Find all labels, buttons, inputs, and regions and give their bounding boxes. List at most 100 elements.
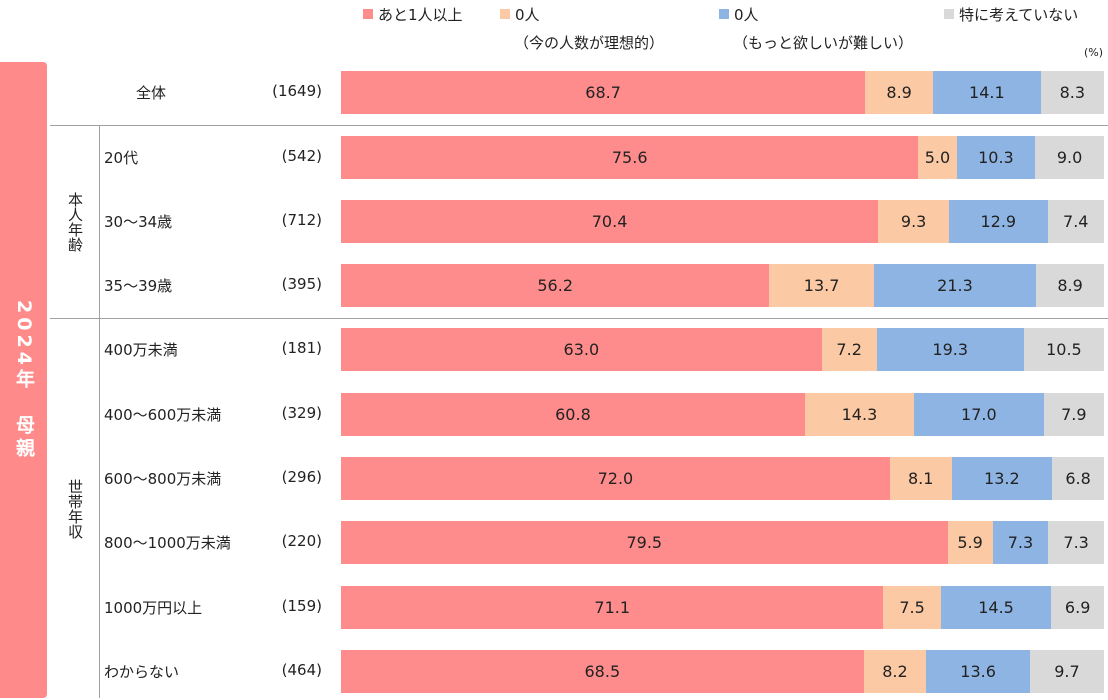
data-label: 17.0	[961, 405, 997, 424]
divider-line	[50, 125, 1108, 126]
stacked-bar: 63.0 7.2 19.3 10.5	[341, 328, 1104, 371]
legend-sub-zero-difficult: （もっと欲しいが難しい）	[733, 34, 914, 52]
bar-segment: 7.5	[883, 586, 941, 629]
legend-label: あと1人以上	[378, 6, 463, 24]
bar-segment: 56.2	[341, 264, 770, 307]
data-label: 68.7	[585, 83, 621, 102]
bar-segment: 8.2	[863, 650, 927, 693]
bar-segment: 17.0	[913, 393, 1044, 436]
data-label: 56.2	[537, 276, 573, 295]
row-sample-size: (329)	[281, 403, 322, 422]
legend-item-one-or-more: あと1人以上	[363, 4, 463, 25]
bar-segment: 68.7	[341, 71, 866, 114]
data-label: 13.7	[803, 276, 840, 295]
data-label: 72.0	[597, 469, 634, 488]
data-label: 19.3	[932, 340, 969, 359]
data-label: 7.5	[899, 598, 925, 617]
row-sample-size: (296)	[281, 467, 322, 486]
row-sample-size: (542)	[281, 146, 322, 165]
bar-segment: 14.3	[804, 393, 914, 436]
data-label: 7.9	[1061, 405, 1087, 424]
data-label: 7.2	[836, 340, 862, 359]
data-label: 8.2	[882, 662, 908, 681]
bar-segment: 7.9	[1043, 393, 1104, 436]
bar-segment: 70.4	[341, 200, 879, 243]
legend-swatch	[944, 9, 954, 19]
data-label: 8.9	[1057, 276, 1083, 295]
divider-line	[50, 318, 1108, 319]
data-label: 60.8	[555, 405, 591, 424]
bar-segment: 9.3	[878, 200, 950, 243]
data-label: 14.1	[969, 83, 1005, 102]
stacked-bar: 68.5 8.2 13.6 9.7	[341, 650, 1104, 693]
data-label: 7.4	[1063, 212, 1089, 231]
bar-segment: 13.6	[926, 650, 1030, 693]
legend-swatch	[719, 9, 729, 19]
bar-segment: 8.1	[889, 457, 952, 500]
bar-segment: 21.3	[873, 264, 1037, 307]
group-label-age: 本人年齢	[66, 192, 84, 252]
stacked-bar: 75.6 5.0 10.3 9.0	[341, 136, 1104, 179]
data-label: 7.3	[1063, 533, 1089, 552]
bar-segment: 71.1	[341, 586, 884, 629]
stacked-bar: 71.1 7.5 14.5 6.9	[341, 586, 1104, 629]
data-label: 5.0	[924, 148, 951, 167]
bar-segment: 13.2	[951, 457, 1053, 500]
row-label: 全体	[136, 83, 167, 102]
legend-sub-zero-ideal: （今の人数が理想的）	[514, 34, 665, 52]
bar-segment: 14.1	[933, 71, 1041, 114]
row-sample-size: (712)	[281, 210, 322, 229]
data-label: 8.1	[907, 469, 934, 488]
bar-segment: 7.2	[821, 328, 877, 371]
stacked-bar: 70.4 9.3 12.9 7.4	[341, 200, 1104, 243]
group-label-income: 世帯年収	[66, 479, 84, 539]
data-label: 6.9	[1064, 598, 1091, 617]
stacked-bar: 56.2 13.7 21.3 8.9	[341, 264, 1104, 307]
row-label: 1000万円以上	[104, 598, 203, 617]
row-sample-size: (1649)	[272, 81, 322, 100]
row-sample-size: (220)	[281, 531, 322, 550]
row-sample-size: (181)	[281, 338, 322, 357]
bar-segment: 72.0	[341, 457, 890, 500]
row-label: 400万未満	[104, 340, 178, 359]
bar-segment: 63.0	[341, 328, 822, 371]
data-label: 9.3	[900, 212, 927, 231]
legend-item-zero-ideal: 0人	[500, 4, 540, 25]
bar-segment: 8.3	[1040, 71, 1104, 114]
row-sample-size: (464)	[281, 660, 322, 679]
bar-segment: 5.9	[947, 521, 993, 564]
unit-label: (%)	[1083, 46, 1103, 59]
stacked-bar: 60.8 14.3 17.0 7.9	[341, 393, 1104, 436]
data-label: 21.3	[937, 276, 973, 295]
row-label: 35～39歳	[104, 276, 173, 295]
bar-segment: 8.9	[1036, 264, 1104, 307]
bar-segment: 8.9	[865, 71, 934, 114]
row-label: 400～600万未満	[104, 405, 222, 424]
data-label: 13.6	[960, 662, 996, 681]
row-label: 800～1000万未満	[104, 533, 231, 552]
data-label: 13.2	[984, 469, 1020, 488]
bar-segment: 10.5	[1023, 328, 1104, 371]
data-label: 10.5	[1046, 340, 1082, 359]
data-label: 10.3	[978, 148, 1014, 167]
bar-segment: 7.3	[992, 521, 1049, 564]
row-label: 30～34歳	[104, 212, 173, 231]
row-label: 20代	[104, 148, 139, 167]
data-label: 12.9	[980, 212, 1017, 231]
bar-segment: 19.3	[876, 328, 1024, 371]
data-label: 9.7	[1054, 662, 1080, 681]
bar-segment: 68.5	[341, 650, 864, 693]
bar-segment: 75.6	[341, 136, 919, 179]
legend-item-not-considered: 特に考えていない	[944, 4, 1078, 25]
bar-segment: 79.5	[341, 521, 948, 564]
bar-segment: 60.8	[341, 393, 805, 436]
data-label: 79.5	[626, 533, 663, 552]
side-band	[0, 62, 47, 698]
bar-segment: 7.4	[1047, 200, 1104, 243]
bar-segment: 14.5	[940, 586, 1052, 629]
legend-item-zero-difficult: 0人	[719, 4, 759, 25]
data-label: 75.6	[611, 148, 648, 167]
divider-line	[99, 126, 100, 698]
data-label: 14.5	[978, 598, 1014, 617]
bar-segment: 9.7	[1029, 650, 1104, 693]
